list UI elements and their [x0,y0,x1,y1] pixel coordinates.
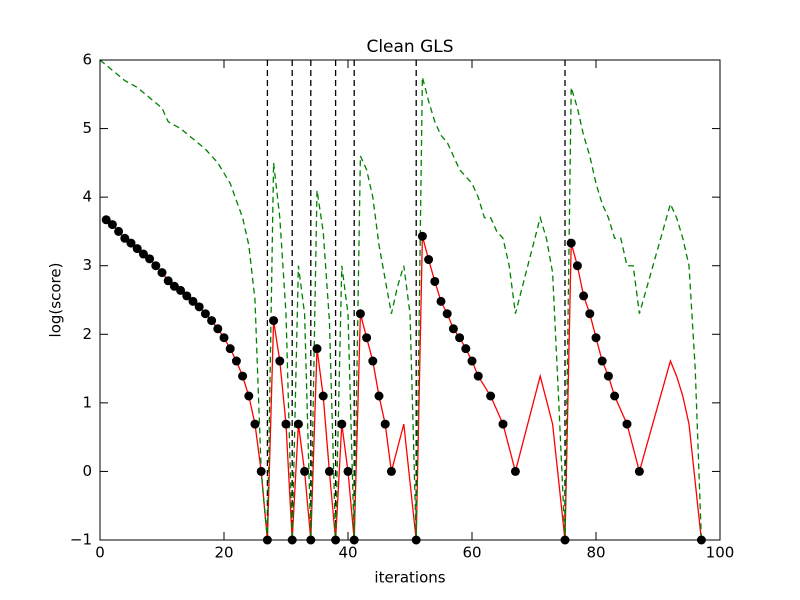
marker [634,466,644,476]
chart-title: Clean GLS [366,37,453,57]
marker [498,419,508,429]
marker [436,296,446,306]
marker [355,309,365,319]
marker [275,356,285,366]
marker [200,309,210,319]
y-tick-label: 2 [82,325,92,343]
marker [467,356,477,366]
y-tick-label: 6 [82,51,92,69]
y-tick-label: 3 [82,256,92,274]
y-tick-label: 4 [82,188,92,206]
marker [138,249,148,259]
marker [318,391,328,401]
marker [126,238,136,248]
marker [145,254,155,264]
marker [610,391,620,401]
y-axis-label: log(score) [47,263,65,338]
marker [269,316,279,326]
y-tick-label: 5 [82,119,92,137]
marker [312,344,322,354]
marker [132,244,142,254]
marker [157,268,167,278]
marker [176,285,186,295]
marker [225,344,235,354]
x-tick-label: 20 [214,544,233,562]
x-tick-label: 0 [95,544,105,562]
marker [597,356,607,366]
marker [622,419,632,429]
marker [430,276,440,286]
x-axis-label: iterations [374,569,445,587]
marker [207,316,217,326]
x-tick-label: 40 [338,544,357,562]
marker [572,261,582,271]
marker [238,371,248,381]
marker [300,466,310,476]
marker [579,291,589,301]
marker [417,231,427,241]
marker [231,356,241,366]
marker [448,324,458,334]
marker [386,466,396,476]
marker [473,371,483,381]
x-tick-label: 60 [462,544,481,562]
marker [455,333,465,343]
marker [244,391,254,401]
marker [293,419,303,429]
y-tick-label: 0 [82,462,92,480]
marker [603,371,613,381]
marker [107,220,117,230]
marker [337,419,347,429]
marker [461,344,471,354]
marker [324,466,334,476]
marker [256,466,266,476]
marker [182,291,192,301]
marker [194,302,204,312]
marker [120,233,130,243]
y-tick-label: 1 [82,393,92,411]
marker [566,238,576,248]
x-tick-label: 80 [586,544,605,562]
y-tick-label: −1 [70,531,92,549]
marker [213,324,223,334]
marker [585,309,595,319]
marker [163,276,173,286]
marker [510,466,520,476]
marker [281,419,291,429]
marker [114,226,124,236]
marker [151,261,161,271]
marker [343,466,353,476]
marker [591,333,601,343]
marker [368,356,378,366]
marker [362,333,372,343]
marker [188,296,198,306]
marker [424,255,434,265]
marker [486,391,496,401]
x-tick-label: 100 [706,544,735,562]
marker [101,215,111,225]
marker [380,419,390,429]
axes-frame [99,59,721,541]
marker [219,333,229,343]
marker [442,309,452,319]
marker [250,419,260,429]
marker [374,391,384,401]
